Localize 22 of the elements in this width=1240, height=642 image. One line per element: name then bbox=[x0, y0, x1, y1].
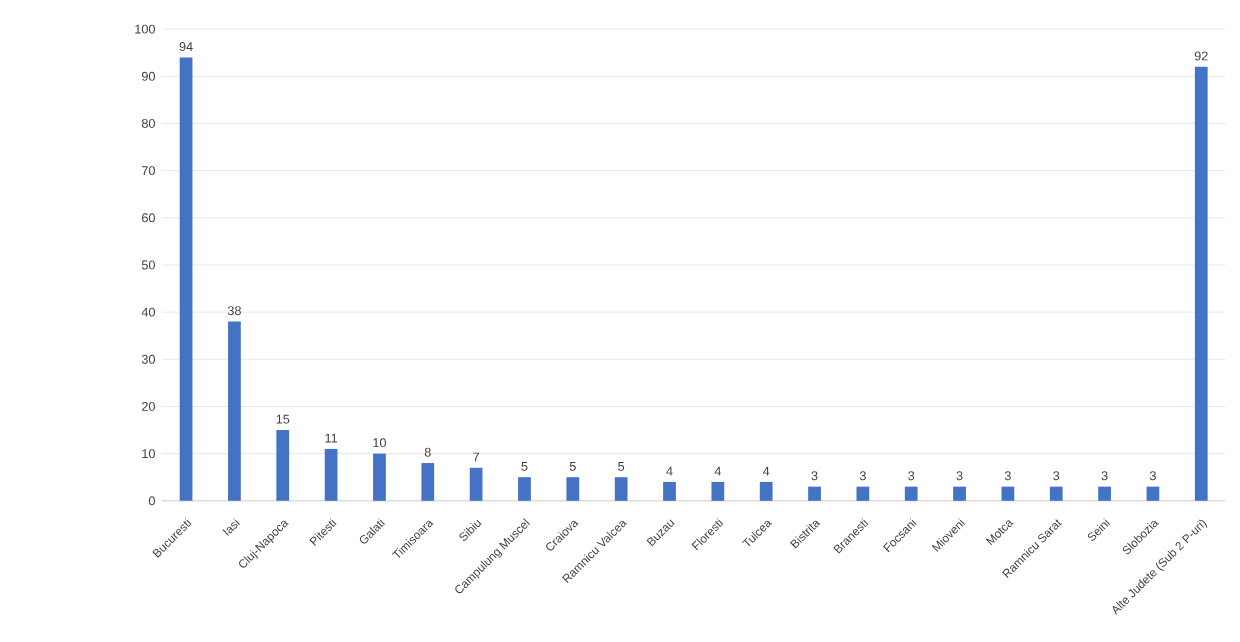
bar bbox=[614, 476, 628, 501]
bar bbox=[469, 467, 483, 501]
bar bbox=[953, 486, 966, 501]
bar bbox=[276, 429, 290, 501]
bar bbox=[373, 453, 386, 501]
bar bbox=[421, 462, 435, 501]
bar bbox=[759, 481, 773, 501]
bar bbox=[1049, 486, 1063, 501]
bar bbox=[566, 476, 580, 501]
bar bbox=[1194, 66, 1208, 501]
bar bbox=[1001, 486, 1015, 501]
bar bbox=[179, 57, 193, 501]
bar bbox=[904, 486, 918, 501]
bar bbox=[1146, 486, 1160, 501]
bar bbox=[228, 321, 241, 501]
bar bbox=[808, 486, 821, 501]
bar bbox=[663, 481, 676, 501]
bar bbox=[324, 448, 338, 501]
bar bbox=[856, 486, 870, 501]
bar bbox=[711, 481, 725, 501]
bar bbox=[518, 476, 531, 501]
bar bbox=[1098, 486, 1111, 501]
